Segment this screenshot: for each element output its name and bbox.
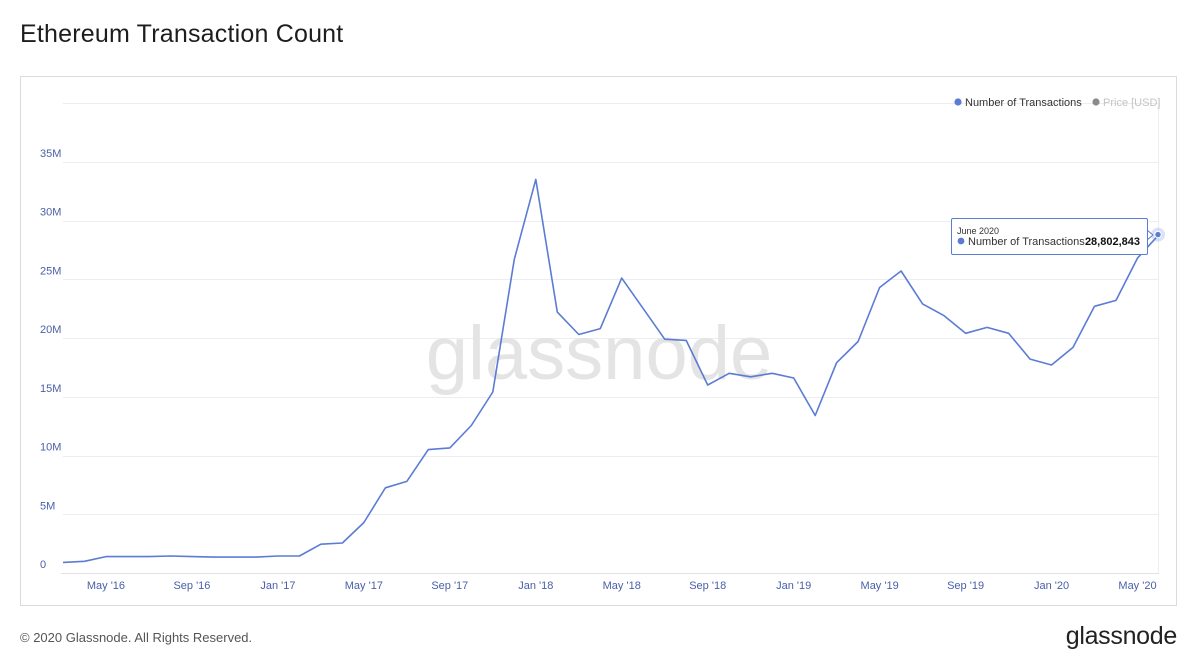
tooltip-dot-icon	[957, 237, 965, 245]
y-tick-label: 15M	[40, 383, 61, 395]
chart-frame: glassnode 0 5M 10M 15M 20M 25M 30M 35M May '16 S…	[20, 76, 1177, 606]
legend-label: Price [USD]	[1103, 97, 1160, 109]
tooltip: June 2020 Number of Transactions: 28,802…	[951, 218, 1154, 255]
tooltip-date: June 2020	[957, 226, 999, 236]
y-tick-label: 25M	[40, 265, 61, 277]
y-tick-label: 30M	[40, 207, 61, 219]
x-tick-label: Sep '18	[689, 580, 726, 592]
legend-dot-icon	[1092, 98, 1100, 106]
copyright-text: © 2020 Glassnode. All Rights Reserved.	[20, 630, 253, 645]
tooltip-value: 28,802,843	[1085, 236, 1140, 248]
x-tick-label: May '17	[345, 580, 383, 592]
x-tick-label: May '18	[603, 580, 641, 592]
series-line-number-of-transactions[interactable]	[62, 178, 1160, 564]
watermark: glassnode	[426, 311, 773, 396]
glassnode-logo[interactable]: glassnode	[1065, 622, 1178, 650]
x-tick-label: May '20	[1118, 580, 1156, 592]
legend-item-price-usd[interactable]: Price [USD]	[1092, 97, 1160, 109]
tooltip-box	[951, 218, 1148, 255]
y-tick-label: 5M	[40, 500, 55, 512]
x-tick-label: Jan '20	[1034, 580, 1069, 592]
y-tick-label: 20M	[40, 324, 61, 336]
series-layer	[62, 178, 1165, 564]
y-tick-label: 0	[40, 559, 46, 571]
tooltip-series-label: Number of Transactions:	[968, 236, 1088, 248]
grid	[63, 103, 1159, 515]
x-tick-label: May '16	[87, 580, 125, 592]
x-tick-label: May '19	[861, 580, 899, 592]
x-tick-label: Sep '19	[947, 580, 984, 592]
y-tick-label: 10M	[40, 442, 61, 454]
legend-item-number-of-transactions[interactable]: Number of Transactions	[954, 97, 1082, 109]
x-tick-label: Jan '19	[776, 580, 811, 592]
y-tick-label: 35M	[40, 148, 61, 160]
x-tick-label: Jan '18	[518, 580, 553, 592]
x-tick-label: Jan '17	[260, 580, 295, 592]
transaction-count-chart: glassnode 0 5M 10M 15M 20M 25M 30M 35M May '16 S…	[40, 97, 1165, 592]
legend-label: Number of Transactions	[965, 97, 1082, 109]
x-tick-label: Sep '16	[173, 580, 210, 592]
legend: Number of Transactions Price [USD]	[954, 97, 1160, 109]
y-axis: 0 5M 10M 15M 20M 25M 30M 35M	[40, 148, 61, 571]
legend-dot-icon	[954, 98, 962, 106]
x-tick-label: Sep '17	[431, 580, 468, 592]
page-title: Ethereum Transaction Count	[20, 20, 344, 48]
hover-point[interactable]	[1154, 230, 1162, 239]
x-axis: May '16 Sep '16 Jan '17 May '17 Sep '17 Jan '…	[87, 580, 1157, 592]
